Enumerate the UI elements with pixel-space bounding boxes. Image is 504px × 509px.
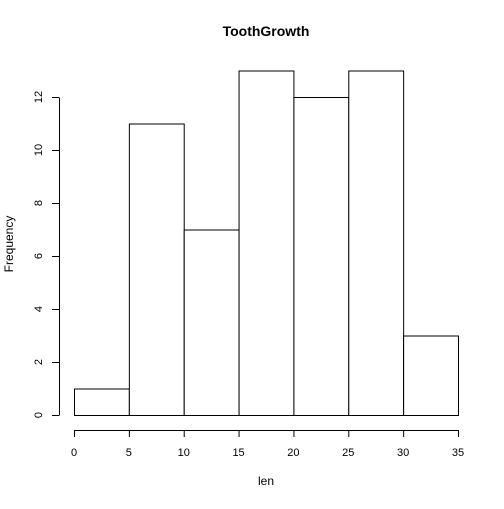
x-tick-label-2: 10 xyxy=(178,447,190,459)
x-axis: 0 5 10 15 20 25 30 35 xyxy=(71,430,464,459)
y-axis: 0 2 4 6 8 10 12 xyxy=(33,91,60,418)
x-tick-label-6: 30 xyxy=(397,447,409,459)
y-tick-label-0: 0 xyxy=(33,412,45,418)
x-tick-label-0: 0 xyxy=(71,447,77,459)
histogram-bar-0 xyxy=(74,388,130,416)
y-tick-label-4: 8 xyxy=(33,200,45,206)
x-tick-label-1: 5 xyxy=(126,447,132,459)
chart-title: ToothGrowth xyxy=(223,23,310,39)
x-tick-label-7: 35 xyxy=(452,447,464,459)
histogram-bar-5 xyxy=(348,70,405,416)
y-tick-label-6: 12 xyxy=(33,91,45,103)
histogram-bar-6 xyxy=(403,335,459,416)
y-axis-label: Frequency xyxy=(2,216,16,273)
bars-layer xyxy=(74,70,459,416)
y-tick-label-1: 2 xyxy=(33,359,45,365)
x-axis-label: len xyxy=(258,474,274,488)
y-tick-label-5: 10 xyxy=(33,144,45,156)
histogram-bar-1 xyxy=(128,123,185,416)
histogram-bar-3 xyxy=(238,70,295,416)
x-tick-label-5: 25 xyxy=(342,447,354,459)
y-tick-label-3: 6 xyxy=(33,253,45,259)
histogram-bar-4 xyxy=(293,97,350,416)
histogram-bar-2 xyxy=(183,229,240,416)
x-tick-label-3: 15 xyxy=(232,447,244,459)
y-tick-label-2: 4 xyxy=(33,306,45,312)
x-tick-label-4: 20 xyxy=(287,447,299,459)
